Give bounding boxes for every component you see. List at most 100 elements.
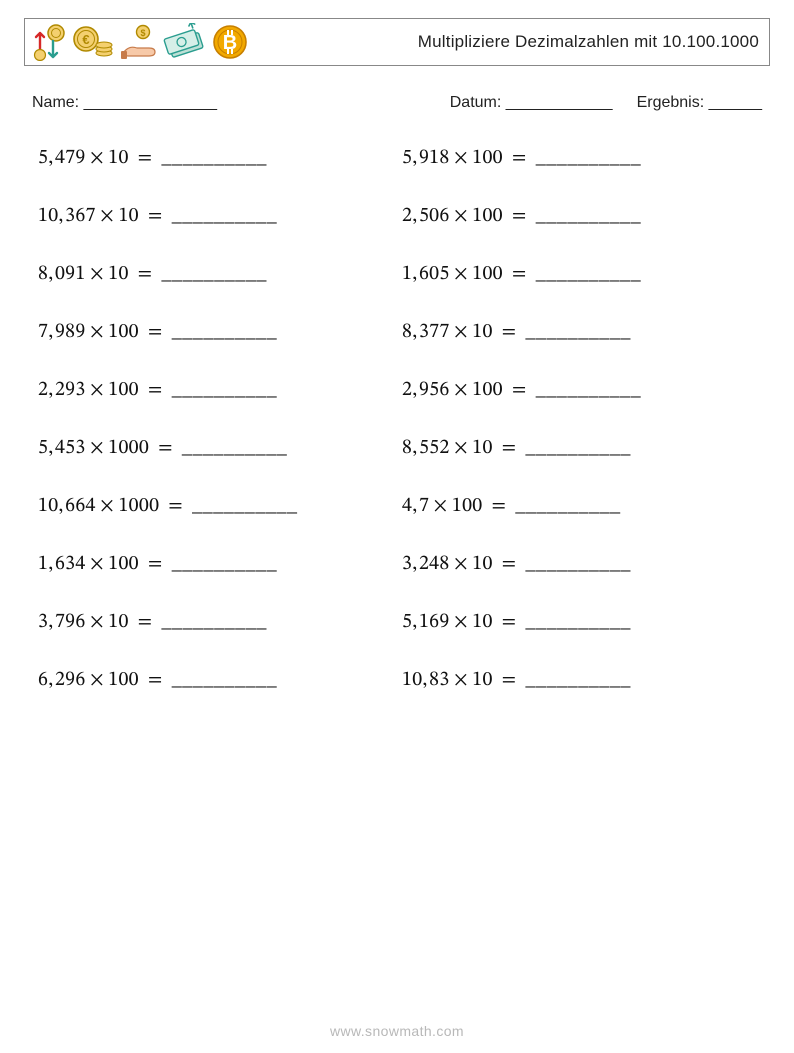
problem-item: 8, 552×10 = __________: [402, 436, 756, 461]
header-box: € $: [24, 18, 770, 66]
multiply-symbol: ×: [86, 148, 109, 168]
equals-symbol: =: [482, 496, 515, 516]
equals-symbol: =: [503, 206, 536, 226]
problem-item: 6, 296×100 = __________: [38, 668, 392, 693]
answer-blank: __________: [172, 670, 277, 690]
equals-symbol: =: [493, 438, 526, 458]
equals-symbol: =: [493, 612, 526, 632]
operand-a: 3, 248: [402, 554, 450, 574]
date-field: Datum: ____________: [450, 94, 613, 112]
multiply-symbol: ×: [86, 554, 109, 574]
answer-blank: __________: [536, 380, 641, 400]
operand-a: 2, 956: [402, 380, 450, 400]
equals-symbol: =: [139, 554, 172, 574]
multiply-symbol: ×: [450, 264, 473, 284]
euro-stack-icon: €: [71, 23, 115, 61]
answer-blank: __________: [182, 438, 287, 458]
cash-stack-icon: [163, 23, 207, 61]
bitcoin-icon: B: [211, 23, 249, 61]
problem-item: 1, 634×100 = __________: [38, 552, 392, 577]
operand-b: 100: [472, 264, 503, 284]
multiply-symbol: ×: [450, 670, 473, 690]
equals-symbol: =: [503, 148, 536, 168]
operand-b: 10: [118, 206, 138, 226]
footer-link: www.snowmath.com: [0, 1023, 794, 1039]
answer-blank: __________: [536, 264, 641, 284]
equals-symbol: =: [493, 670, 526, 690]
operand-b: 100: [108, 670, 139, 690]
date-label: Datum:: [450, 94, 502, 111]
answer-blank: __________: [536, 148, 641, 168]
multiply-symbol: ×: [450, 438, 473, 458]
problem-item: 8, 091×10 = __________: [38, 262, 392, 287]
svg-text:B: B: [223, 32, 237, 54]
header-icons: € $: [31, 23, 249, 61]
date-blank: ____________: [501, 94, 612, 111]
operand-b: 100: [452, 496, 483, 516]
operand-a: 2, 506: [402, 206, 450, 226]
equals-symbol: =: [139, 206, 172, 226]
equals-symbol: =: [503, 264, 536, 284]
equals-symbol: =: [129, 264, 162, 284]
meta-row: Name: _______________ Datum: ___________…: [32, 94, 762, 112]
operand-b: 10: [108, 264, 128, 284]
multiply-symbol: ×: [450, 554, 473, 574]
multiply-symbol: ×: [86, 612, 109, 632]
operand-a: 10, 367: [38, 206, 96, 226]
operand-a: 2, 293: [38, 380, 86, 400]
operand-a: 8, 377: [402, 322, 450, 342]
problem-item: 2, 506×100 = __________: [402, 204, 756, 229]
equals-symbol: =: [129, 148, 162, 168]
equals-symbol: =: [139, 322, 172, 342]
problem-item: 10, 83×10 = __________: [402, 668, 756, 693]
operand-b: 100: [108, 380, 139, 400]
operand-a: 1, 634: [38, 554, 86, 574]
operand-b: 100: [472, 380, 503, 400]
multiply-symbol: ×: [429, 496, 452, 516]
answer-blank: __________: [172, 206, 277, 226]
name-field: Name: _______________: [32, 94, 217, 112]
equals-symbol: =: [503, 380, 536, 400]
multiply-symbol: ×: [86, 670, 109, 690]
operand-b: 10: [472, 612, 492, 632]
equals-symbol: =: [149, 438, 182, 458]
multiply-symbol: ×: [86, 322, 109, 342]
page-title: Multipliziere Dezimalzahlen mit 10.100.1…: [418, 32, 759, 52]
multiply-symbol: ×: [86, 264, 109, 284]
operand-a: 7, 989: [38, 322, 86, 342]
equals-symbol: =: [159, 496, 192, 516]
operand-a: 5, 453: [38, 438, 86, 458]
worksheet-page: € $: [0, 0, 794, 1053]
answer-blank: __________: [525, 438, 630, 458]
result-blank: ______: [704, 94, 762, 111]
problem-item: 10, 367×10 = __________: [38, 204, 392, 229]
answer-blank: __________: [525, 670, 630, 690]
multiply-symbol: ×: [86, 380, 109, 400]
answer-blank: __________: [161, 148, 266, 168]
problem-item: 5, 169×10 = __________: [402, 610, 756, 635]
problem-item: 8, 377×10 = __________: [402, 320, 756, 345]
result-label: Ergebnis:: [637, 94, 705, 111]
problem-item: 3, 248×10 = __________: [402, 552, 756, 577]
operand-b: 10: [472, 438, 492, 458]
name-label: Name:: [32, 94, 79, 111]
problem-item: 1, 605×100 = __________: [402, 262, 756, 287]
multiply-symbol: ×: [96, 496, 119, 516]
answer-blank: __________: [172, 554, 277, 574]
problem-item: 5, 453×1000 = __________: [38, 436, 392, 461]
answer-blank: __________: [525, 612, 630, 632]
equals-symbol: =: [493, 554, 526, 574]
operand-b: 1000: [108, 438, 149, 458]
answer-blank: __________: [525, 322, 630, 342]
operand-a: 10, 664: [38, 496, 96, 516]
answer-blank: __________: [536, 206, 641, 226]
operand-b: 100: [108, 322, 139, 342]
multiply-symbol: ×: [96, 206, 119, 226]
operand-a: 5, 479: [38, 148, 86, 168]
equals-symbol: =: [139, 670, 172, 690]
operand-a: 3, 796: [38, 612, 86, 632]
problem-item: 10, 664×1000 = __________: [38, 494, 392, 519]
name-blank: _______________: [79, 94, 217, 111]
operand-b: 100: [472, 206, 503, 226]
operand-a: 6, 296: [38, 670, 86, 690]
